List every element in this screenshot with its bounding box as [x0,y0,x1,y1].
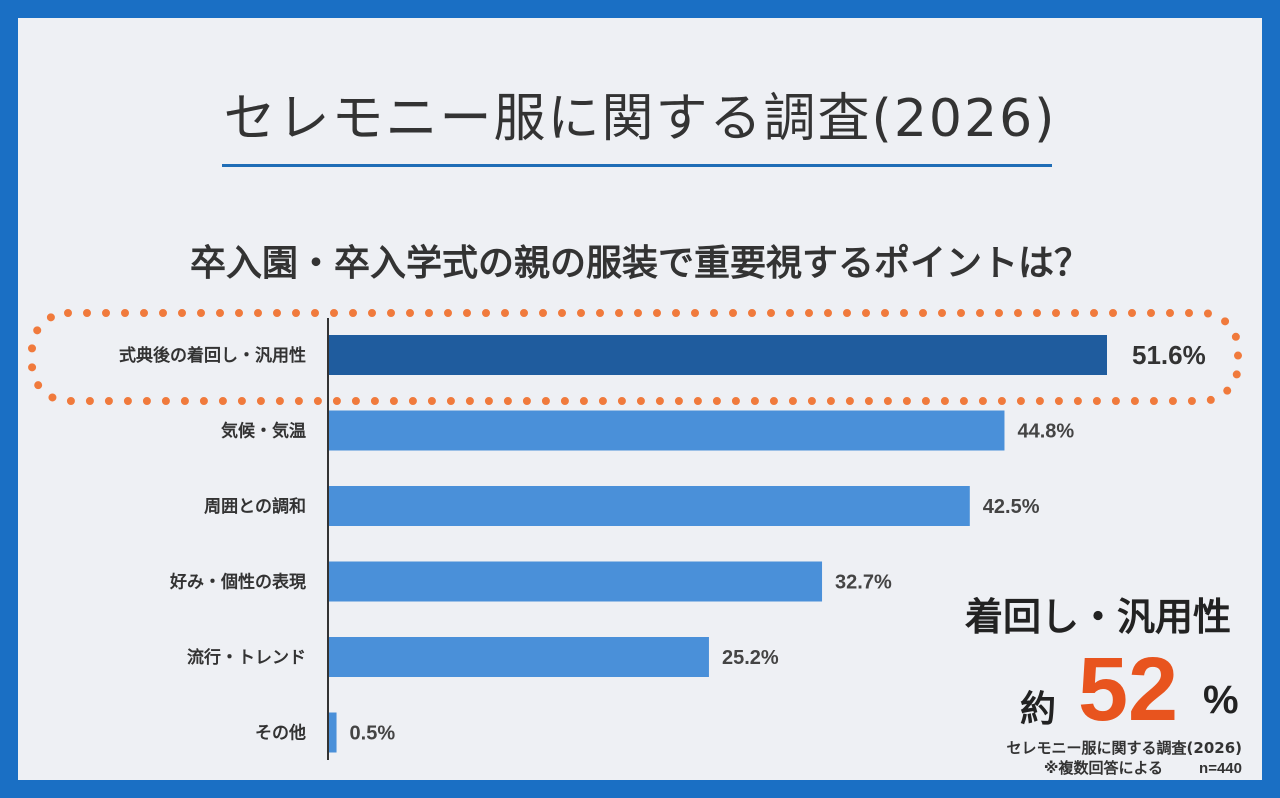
callout-prefix: 約 [1020,689,1057,730]
source-line-2: ※複数回答による [1043,759,1164,777]
source-line-1: セレモニー服に関する調査(2026) [1006,739,1242,757]
bar-4 [329,561,823,602]
category-label-3: 周囲との調和 [204,496,306,517]
bar-6 [329,712,337,753]
bar-5 [329,637,709,677]
callout-heading: 着回し・汎用性 [964,595,1231,639]
category-label-2: 気候・気温 [220,421,306,442]
bar-1 [329,335,1107,375]
value-label-2: 44.8% [1017,421,1074,443]
category-label-4: 好み・個性の表現 [169,572,306,593]
value-label-6: 0.5% [350,723,396,745]
value-label-1: 51.6% [1132,340,1206,370]
callout-percent-sign: % [1203,678,1239,722]
callout-number: 52 [1078,640,1179,740]
sample-size: n=440 [1199,760,1242,777]
value-label-3: 42.5% [983,496,1040,518]
value-label-4: 32.7% [835,572,892,594]
survey-question: 卒入園・卒入学式の親の服装で重要視するポイントは？ [189,243,1090,284]
callout-figure: 約 52 % [998,640,1258,740]
chart-card: セレモニー服に関する調査(2026) 卒入園・卒入学式の親の服装で重要視するポイ… [18,18,1262,780]
highlight-ring [28,309,1242,405]
page-title: セレモニー服に関する調査(2026) [223,89,1057,149]
category-label-5: 流行・トレンド [187,647,306,668]
bar-chart: 式典後の着回し・汎用性 51.6% 気候・気温 44.8% 周囲との調和 42.5% 好み・… [28,309,1242,760]
bar-3 [329,486,970,526]
category-label-6: その他 [255,723,306,744]
title-divider [222,164,1052,167]
bar-2 [329,410,1005,451]
value-label-5: 25.2% [722,647,779,669]
category-label-1: 式典後の着回し・汎用性 [119,345,306,366]
source-note: セレモニー服に関する調査(2026) ※複数回答による n=440 [918,738,1242,779]
